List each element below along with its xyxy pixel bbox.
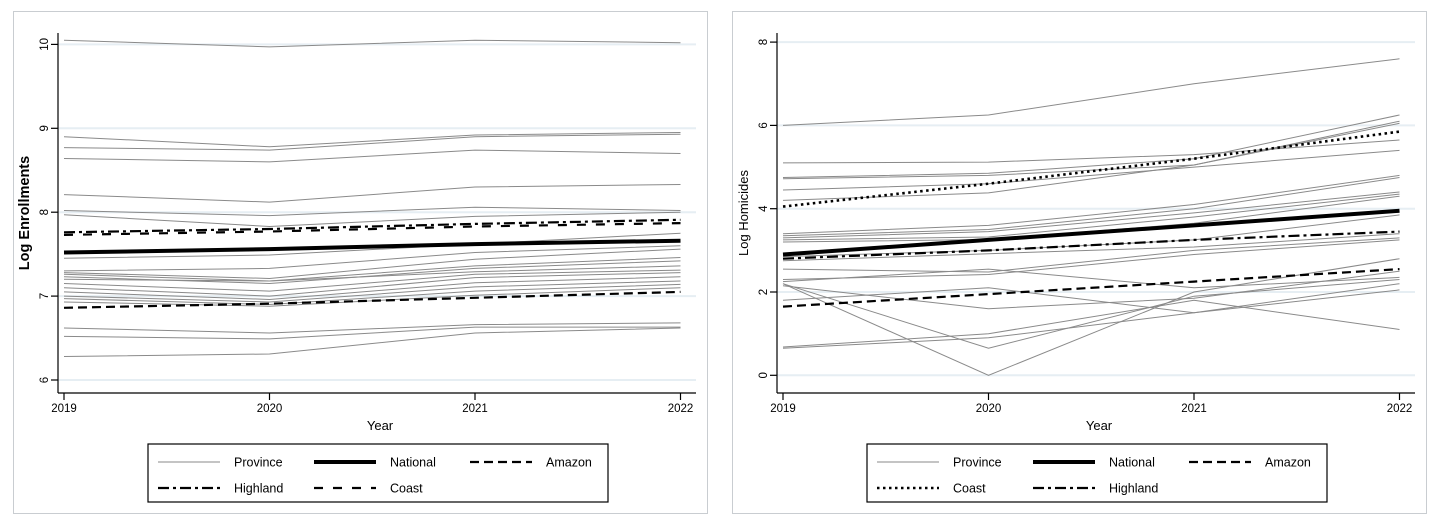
province-line-21 — [782, 299, 1400, 348]
x-tick-label: 2019 — [770, 403, 796, 415]
province-line-19 — [63, 322, 681, 334]
y-axis-title: Log Homicides — [736, 170, 751, 256]
y-tick-label: 7 — [39, 293, 51, 299]
highland-line — [63, 218, 681, 234]
legend-label-national: National — [1109, 456, 1155, 470]
enrollments-chart: 2019 2020 2021 2022 6 7 8 9 10 Year Log Enrollment… — [17, 33, 696, 503]
y-axis-title: Log Enrollments — [17, 156, 33, 270]
national-line — [782, 208, 1400, 257]
y-tick-label: 2 — [758, 289, 770, 295]
province-line-15 — [63, 276, 681, 301]
y-tick-label: 6 — [39, 377, 51, 383]
x-tick-label: 2021 — [462, 403, 488, 415]
amazon-line — [782, 268, 1400, 308]
province-line-1 — [782, 139, 1400, 164]
legend-box — [866, 443, 1328, 503]
province-line-18 — [782, 270, 1400, 310]
x-tick-label: 2021 — [1181, 403, 1207, 415]
province-line-14 — [63, 272, 681, 297]
province-line-1 — [63, 132, 681, 148]
legend-label-amazon: Amazon — [546, 456, 592, 470]
province-line-17 — [63, 283, 681, 306]
province-line-0 — [63, 39, 681, 48]
province-line-9 — [63, 248, 681, 280]
province-line-13 — [63, 269, 681, 292]
legend-label-coast: Coast — [390, 482, 423, 496]
x-axis-title: Year — [367, 418, 394, 433]
x-axis-title: Year — [1086, 418, 1113, 433]
province-line-6 — [63, 211, 681, 228]
province-line-3 — [63, 149, 681, 163]
province-line-16 — [63, 280, 681, 303]
legend-label-highland: Highland — [1109, 482, 1158, 496]
province-line-16 — [782, 258, 1400, 376]
y-tick-label: 6 — [758, 122, 770, 128]
y-tick-label: 9 — [39, 125, 51, 131]
y-tick-label: 0 — [758, 372, 770, 378]
amazon-line — [63, 290, 681, 309]
y-tick-label: 4 — [758, 205, 770, 212]
legend-label-highland: Highland — [234, 482, 283, 496]
province-line-8 — [63, 245, 681, 272]
province-line-4 — [782, 149, 1400, 191]
province-line-7 — [63, 232, 681, 259]
province-line-21 — [63, 327, 681, 357]
coast-line — [782, 130, 1400, 208]
x-tick-label: 2020 — [257, 403, 283, 415]
x-tick-label: 2022 — [668, 403, 694, 415]
province-line-12 — [63, 265, 681, 282]
national-line — [63, 238, 681, 255]
x-tick-label: 2022 — [1387, 403, 1413, 415]
province-line-8 — [782, 191, 1400, 239]
coast-line — [63, 222, 681, 236]
enrollments-chart-card: 2019 2020 2021 2022 6 7 8 9 10 Year Log Enrollment… — [13, 11, 708, 514]
province-line-19 — [782, 287, 1400, 314]
legend-label-amazon: Amazon — [1265, 456, 1311, 470]
province-line-17 — [782, 279, 1400, 349]
province-line-9 — [782, 193, 1400, 241]
legend-label-province: Province — [953, 456, 1002, 470]
x-tick-label: 2020 — [976, 403, 1002, 415]
legend-label-coast: Coast — [953, 482, 986, 496]
homicides-chart-card: 2019 2020 2021 2022 0 2 4 6 8 Year Log Homicides Pr… — [732, 11, 1427, 514]
homicides-chart: 2019 2020 2021 2022 0 2 4 6 8 Year Log Homicides Pr… — [736, 33, 1415, 503]
legend-label-national: National — [390, 456, 436, 470]
province-line-4 — [63, 184, 681, 203]
legend-box — [147, 443, 609, 503]
province-line-0 — [782, 58, 1400, 126]
province-line-3 — [782, 120, 1400, 180]
province-line-10 — [63, 257, 681, 282]
legend-label-province: Province — [234, 456, 283, 470]
province-line-6 — [782, 174, 1400, 235]
province-line-15 — [782, 268, 1400, 289]
y-tick-label: 10 — [39, 38, 51, 51]
province-line-5 — [63, 206, 681, 217]
province-line-20 — [782, 283, 1400, 349]
province-line-7 — [782, 177, 1400, 237]
y-tick-label: 8 — [39, 209, 51, 215]
province-line-14 — [782, 239, 1400, 280]
province-line-20 — [63, 326, 681, 340]
y-tick-label: 8 — [758, 39, 770, 45]
x-tick-label: 2019 — [51, 403, 77, 415]
province-line-2 — [782, 114, 1400, 178]
highland-line — [782, 230, 1400, 260]
province-line-12 — [782, 233, 1400, 262]
province-line-2 — [63, 133, 681, 151]
province-line-13 — [782, 237, 1400, 273]
